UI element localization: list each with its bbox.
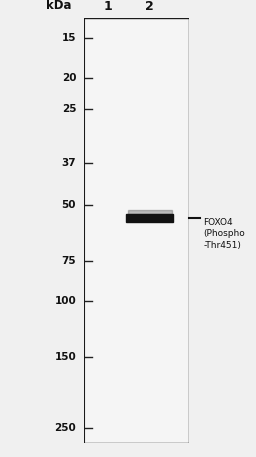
Text: 15: 15 <box>62 33 76 43</box>
Text: 75: 75 <box>61 256 76 266</box>
Bar <box>126 213 173 223</box>
Text: kDa: kDa <box>46 0 72 12</box>
Text: 1: 1 <box>103 0 112 14</box>
Text: 250: 250 <box>54 423 76 433</box>
Text: 25: 25 <box>62 104 76 114</box>
Text: 20: 20 <box>62 73 76 83</box>
Text: 37: 37 <box>61 158 76 168</box>
Text: 50: 50 <box>62 200 76 210</box>
Text: 100: 100 <box>54 296 76 306</box>
Bar <box>127 210 172 213</box>
Text: 150: 150 <box>54 352 76 362</box>
Text: 2: 2 <box>145 0 154 14</box>
Text: FOXO4
(Phospho
-Thr451): FOXO4 (Phospho -Thr451) <box>203 218 245 250</box>
